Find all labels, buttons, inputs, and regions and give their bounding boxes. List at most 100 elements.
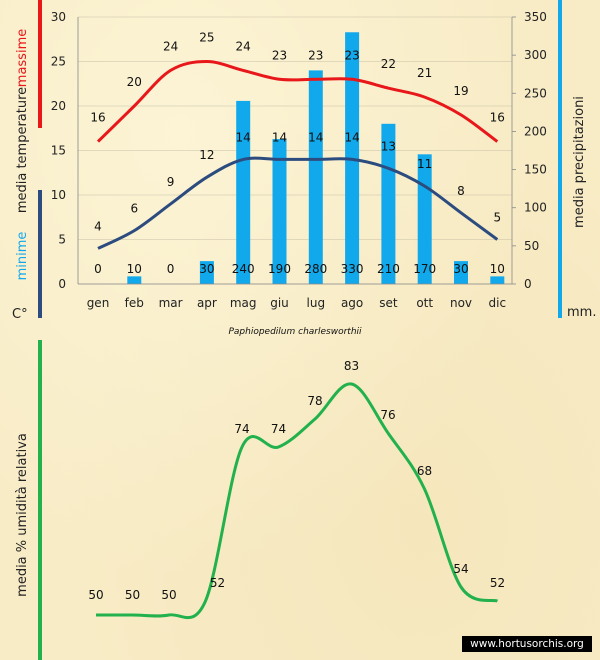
humidity-label-apr: 52 bbox=[210, 576, 225, 590]
temperature-gridlines bbox=[78, 16, 512, 285]
massime-label-set: 22 bbox=[381, 57, 396, 71]
right-axis-tick: 300 bbox=[524, 48, 547, 62]
x-axis-tick-giu: giu bbox=[270, 296, 289, 310]
left-axis-tick: 20 bbox=[51, 99, 66, 113]
humidity-line-chart: 50 50 50 52 74 74 78 83 76 68 54 52 bbox=[88, 359, 505, 620]
left-axis-tick: 15 bbox=[51, 144, 66, 158]
x-axis-tick-dic: dic bbox=[489, 296, 507, 310]
massime-label-feb: 20 bbox=[127, 75, 142, 89]
right-axis-tick: 200 bbox=[524, 124, 547, 138]
right-axis-tick: 50 bbox=[524, 239, 539, 253]
humidity-label-gen: 50 bbox=[88, 588, 103, 602]
right-axis-tick: 150 bbox=[524, 163, 547, 177]
precipitation-bar-apr bbox=[199, 261, 214, 284]
humidity-label-dic: 52 bbox=[490, 576, 505, 590]
left-axis-tick: 25 bbox=[51, 55, 66, 69]
humidity-line bbox=[95, 382, 499, 620]
minime-label-feb: 6 bbox=[130, 202, 138, 216]
precipitation-label-nov: 30 bbox=[453, 262, 468, 276]
x-axis-tick-gen: gen bbox=[87, 296, 110, 310]
humidity-label-ott: 68 bbox=[417, 464, 432, 478]
massime-label-ott: 21 bbox=[417, 66, 432, 80]
precipitation-label-set: 210 bbox=[377, 262, 400, 276]
massime-line bbox=[96, 59, 499, 143]
precipitation-label-giu: 190 bbox=[268, 262, 291, 276]
website-watermark: www.hortusorchis.org bbox=[462, 636, 592, 652]
x-axis-tick-set: set bbox=[379, 296, 398, 310]
right-axis-tick: 350 bbox=[524, 10, 547, 24]
massime-label-ago: 23 bbox=[344, 48, 359, 62]
left-axis-tick: 30 bbox=[51, 10, 66, 24]
precipitation-label-feb: 10 bbox=[127, 262, 142, 276]
right-axis-tick: 250 bbox=[524, 86, 547, 100]
humidity-label-feb: 50 bbox=[125, 588, 140, 602]
minime-label-lug: 14 bbox=[308, 130, 323, 144]
humidity-label-set: 76 bbox=[380, 408, 395, 422]
minime-label-gen: 4 bbox=[94, 219, 102, 233]
precipitation-bar-lug bbox=[308, 70, 323, 285]
minime-line bbox=[97, 156, 499, 250]
x-axis-tick-ago: ago bbox=[341, 296, 363, 310]
humidity-axis-title: media % umidità relativa bbox=[15, 433, 30, 597]
precipitation-label-dic: 10 bbox=[490, 262, 505, 276]
x-axis-tick-feb: feb bbox=[125, 296, 144, 310]
temperature-axis-title: media temperature bbox=[15, 87, 30, 213]
minime-label-giu: 14 bbox=[272, 130, 287, 144]
precipitation-label-ago: 330 bbox=[341, 262, 364, 276]
minime-label-set: 13 bbox=[381, 139, 396, 153]
precipitation-label-apr: 30 bbox=[199, 262, 214, 276]
minime-label-apr: 12 bbox=[199, 148, 214, 162]
x-axis-tick-ott: ott bbox=[416, 296, 433, 310]
massime-label-nov: 19 bbox=[453, 84, 468, 98]
left-axis-tick: 10 bbox=[51, 188, 66, 202]
x-axis-tick-nov: nov bbox=[450, 296, 472, 310]
precipitation-label-mag: 240 bbox=[232, 262, 255, 276]
precipitation-bar-giu bbox=[272, 139, 287, 284]
right-axis-tick: 0 bbox=[524, 277, 532, 291]
minime-label-dic: 5 bbox=[493, 211, 501, 225]
x-axis-tick-apr: apr bbox=[197, 296, 217, 310]
minime-label-ago: 14 bbox=[344, 130, 359, 144]
minime-label-mar: 9 bbox=[167, 175, 175, 189]
species-title: Paphiopedilum charlesworthii bbox=[228, 327, 362, 337]
data-labels: 0 10 0 30 240 190 280 330 210 170 30 10 16 20 24 25 24 23… bbox=[90, 31, 505, 277]
massime-label-mar: 24 bbox=[163, 39, 178, 53]
massime-axis-label: massime bbox=[15, 29, 30, 87]
precipitation-bar-dic bbox=[490, 276, 505, 284]
left-axis-tick: 0 bbox=[58, 277, 66, 291]
left-axis-tick: 5 bbox=[58, 233, 66, 247]
precipitation-bar-feb bbox=[127, 276, 142, 284]
massime-label-lug: 23 bbox=[308, 48, 323, 62]
minime-axis-label: minime bbox=[15, 232, 30, 281]
humidity-label-ago: 83 bbox=[344, 359, 359, 373]
minime-label-mag: 14 bbox=[236, 130, 251, 144]
temperature-unit-label: C° bbox=[12, 307, 28, 322]
precipitation-label-ott: 170 bbox=[413, 262, 436, 276]
massime-label-gen: 16 bbox=[90, 111, 105, 125]
x-axis-tick-mar: mar bbox=[159, 296, 183, 310]
massime-label-giu: 23 bbox=[272, 48, 287, 62]
humidity-label-mar: 50 bbox=[161, 588, 176, 602]
precipitation-bar-mag bbox=[236, 100, 251, 285]
humidity-label-mag: 74 bbox=[234, 422, 249, 436]
massime-label-mag: 24 bbox=[236, 39, 251, 53]
precipitation-label-lug: 280 bbox=[304, 262, 327, 276]
humidity-label-giu: 74 bbox=[271, 422, 286, 436]
right-axis-tick: 100 bbox=[524, 201, 547, 215]
humidity-label-nov: 54 bbox=[453, 562, 468, 576]
temperature-lines bbox=[96, 59, 499, 250]
precipitation-bar-set bbox=[381, 123, 396, 284]
humidity-label-lug: 78 bbox=[307, 394, 322, 408]
precipitation-bar-nov bbox=[454, 261, 468, 284]
precipitation-label-mar: 0 bbox=[167, 262, 175, 276]
massime-label-dic: 16 bbox=[490, 111, 505, 125]
massime-label-apr: 25 bbox=[199, 31, 214, 45]
x-axis-tick-lug: lug bbox=[307, 296, 326, 310]
minime-label-nov: 8 bbox=[457, 184, 465, 198]
x-axis-tick-mag: mag bbox=[230, 296, 257, 310]
minime-label-ott: 11 bbox=[417, 157, 432, 171]
precipitation-label-gen: 0 bbox=[94, 262, 102, 276]
precipitation-unit-label: mm. bbox=[567, 305, 596, 320]
